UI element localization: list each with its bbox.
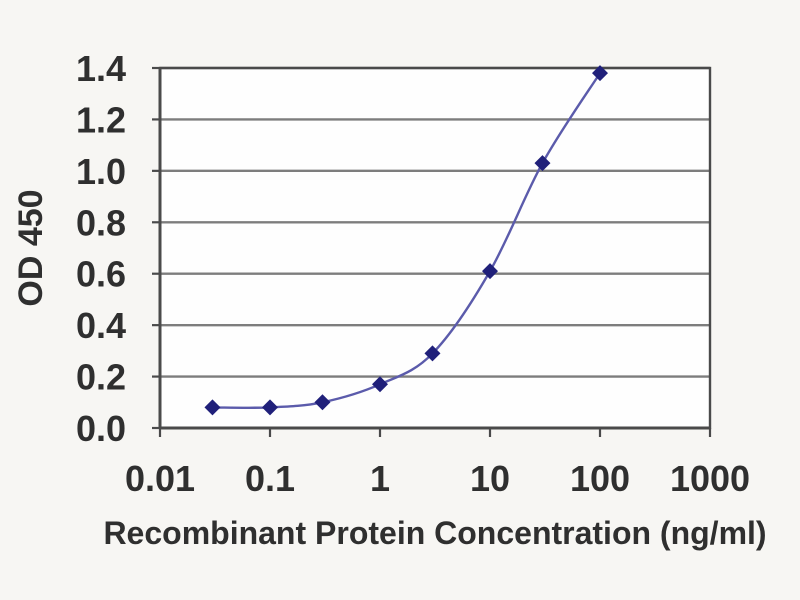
- data-point-marker: [314, 394, 331, 411]
- plot-background: [160, 68, 710, 428]
- y-axis-title: OD 450: [12, 189, 50, 306]
- axis-ticks: [152, 66, 712, 437]
- y-tick-label: 0.6: [76, 254, 126, 295]
- plot-area: [160, 68, 710, 428]
- x-tick-label: 0.01: [125, 458, 195, 499]
- x-tick-label: 1: [370, 458, 390, 499]
- y-tick-label: 0.0: [76, 408, 126, 449]
- x-axis-title: Recombinant Protein Concentration (ng/ml…: [103, 515, 766, 551]
- data-point-marker: [372, 376, 388, 393]
- plot-frame: [158, 66, 712, 430]
- data-point-marker: [204, 399, 221, 416]
- y-tick-label: 0.4: [76, 305, 126, 346]
- x-tick-label: 100: [570, 458, 630, 499]
- data-series-od450: [204, 65, 608, 416]
- y-tick-label: 0.8: [76, 202, 126, 243]
- data-point-marker: [424, 345, 441, 362]
- tick-labels: 0.01 0.1 1 10 100 1000 0.0 0.2 0.4 0.6 0.8 1.0 1.2 1.…: [76, 48, 750, 499]
- data-point-marker: [592, 65, 608, 82]
- y-tick-label: 1.2: [76, 99, 126, 140]
- data-point-marker: [534, 155, 551, 172]
- data-point-marker: [262, 399, 278, 416]
- y-tick-label: 0.2: [76, 357, 126, 398]
- gridlines: [160, 66, 710, 430]
- x-tick-label: 1000: [670, 458, 750, 499]
- x-tick-label: 10: [470, 458, 510, 499]
- x-tick-label: 0.1: [245, 458, 295, 499]
- data-point-marker: [482, 263, 498, 280]
- y-tick-label: 1.4: [76, 48, 126, 89]
- y-tick-label: 1.0: [76, 151, 126, 192]
